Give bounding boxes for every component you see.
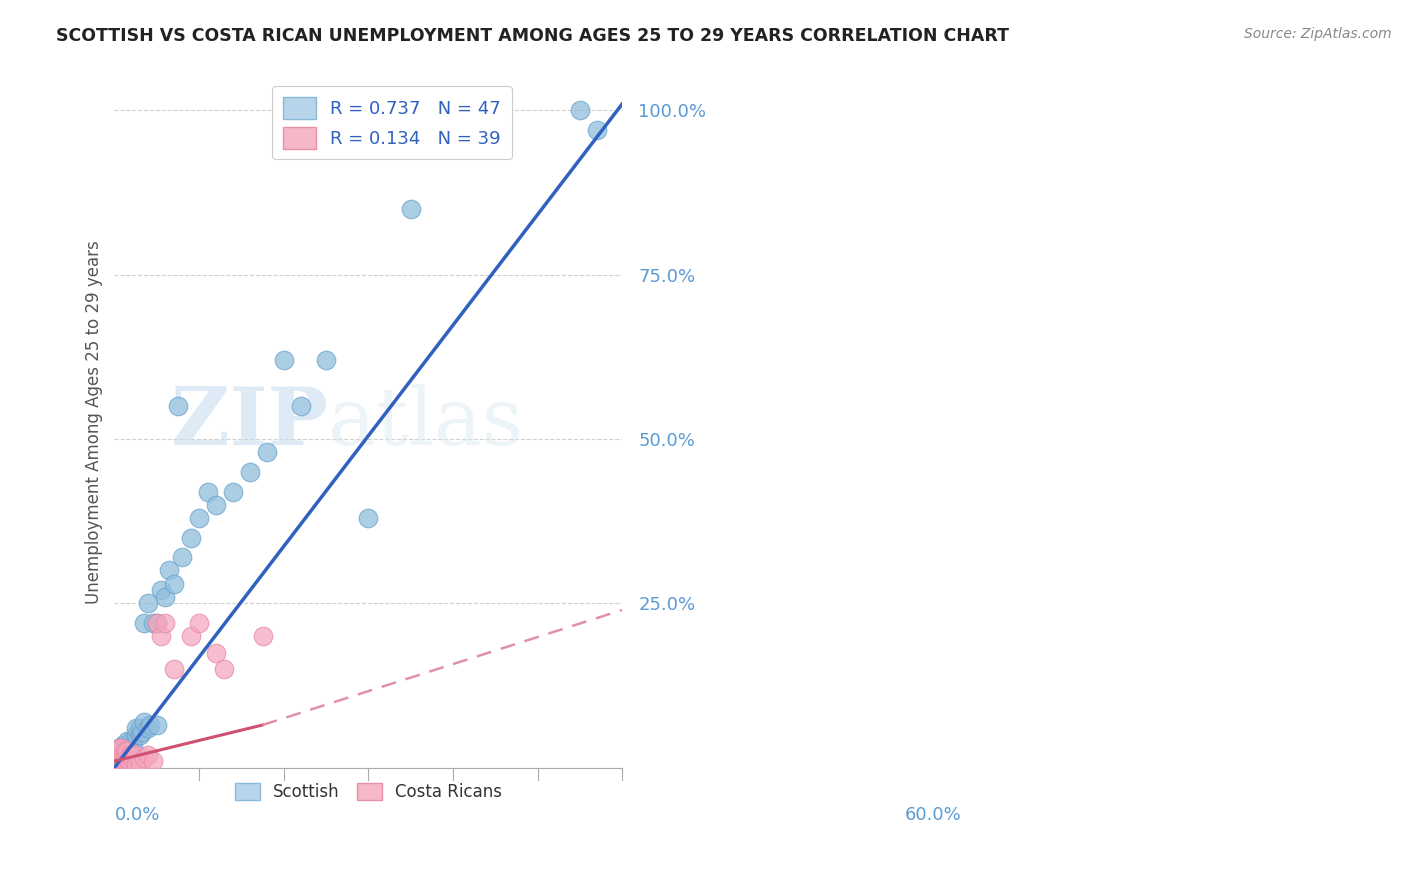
Point <box>120 747 142 762</box>
Text: SCOTTISH VS COSTA RICAN UNEMPLOYMENT AMONG AGES 25 TO 29 YEARS CORRELATION CHART: SCOTTISH VS COSTA RICAN UNEMPLOYMENT AMO… <box>56 27 1010 45</box>
Point <box>188 616 211 631</box>
Point <box>136 747 159 762</box>
Text: 60.0%: 60.0% <box>904 805 962 823</box>
Point <box>145 616 167 631</box>
Legend: Scottish, Costa Ricans: Scottish, Costa Ricans <box>228 776 509 807</box>
Point <box>124 721 146 735</box>
Point <box>108 751 131 765</box>
Point <box>172 550 194 565</box>
Point <box>586 123 609 137</box>
Point <box>205 498 228 512</box>
Point <box>149 629 172 643</box>
Point <box>111 741 134 756</box>
Point <box>105 754 128 768</box>
Point <box>115 757 138 772</box>
Point <box>105 751 128 765</box>
Point <box>114 741 136 756</box>
Point <box>132 714 155 729</box>
Point <box>167 399 190 413</box>
Point <box>110 747 132 762</box>
Point <box>114 754 136 768</box>
Text: Source: ZipAtlas.com: Source: ZipAtlas.com <box>1244 27 1392 41</box>
Point <box>124 747 146 762</box>
Point <box>155 590 177 604</box>
Point <box>107 747 129 762</box>
Point <box>149 583 172 598</box>
Point <box>107 741 129 756</box>
Point <box>290 399 312 413</box>
Point <box>136 596 159 610</box>
Point <box>111 747 134 762</box>
Point <box>120 741 142 756</box>
Point <box>107 741 129 756</box>
Point <box>128 757 150 772</box>
Point <box>118 744 141 758</box>
Point <box>145 616 167 631</box>
Point <box>118 747 141 762</box>
Point <box>122 738 145 752</box>
Point <box>214 662 236 676</box>
Point <box>180 629 202 643</box>
Point <box>110 747 132 762</box>
Point <box>163 576 186 591</box>
Text: atlas: atlas <box>328 384 523 461</box>
Point <box>315 353 337 368</box>
Point <box>115 744 138 758</box>
Point <box>273 353 295 368</box>
Point <box>124 728 146 742</box>
Point <box>115 744 138 758</box>
Point <box>120 734 142 748</box>
Point <box>110 754 132 768</box>
Point <box>256 445 278 459</box>
Point <box>111 744 134 758</box>
Point <box>141 754 163 768</box>
Point <box>107 754 129 768</box>
Point <box>118 741 141 756</box>
Point <box>131 724 153 739</box>
Point <box>111 751 134 765</box>
Point <box>163 662 186 676</box>
Point <box>188 511 211 525</box>
Point <box>107 747 129 762</box>
Point <box>122 754 145 768</box>
Point <box>132 751 155 765</box>
Point <box>159 564 181 578</box>
Point <box>132 616 155 631</box>
Text: 0.0%: 0.0% <box>114 805 160 823</box>
Point <box>115 734 138 748</box>
Point <box>136 721 159 735</box>
Point <box>115 751 138 765</box>
Point <box>180 531 202 545</box>
Point <box>139 718 162 732</box>
Point <box>145 718 167 732</box>
Point <box>128 721 150 735</box>
Point <box>128 728 150 742</box>
Point <box>110 741 132 756</box>
Point <box>205 646 228 660</box>
Point <box>103 747 125 762</box>
Point <box>120 757 142 772</box>
Y-axis label: Unemployment Among Ages 25 to 29 years: Unemployment Among Ages 25 to 29 years <box>86 241 103 605</box>
Point <box>155 616 177 631</box>
Point <box>114 744 136 758</box>
Point <box>569 103 592 118</box>
Point <box>357 511 380 525</box>
Point <box>114 751 136 765</box>
Point <box>118 754 141 768</box>
Point <box>222 484 245 499</box>
Point <box>141 616 163 631</box>
Point <box>124 757 146 772</box>
Point <box>399 202 422 216</box>
Point <box>252 629 274 643</box>
Point <box>197 484 219 499</box>
Text: ZIP: ZIP <box>170 384 328 461</box>
Point <box>239 465 262 479</box>
Point <box>111 738 134 752</box>
Point <box>111 757 134 772</box>
